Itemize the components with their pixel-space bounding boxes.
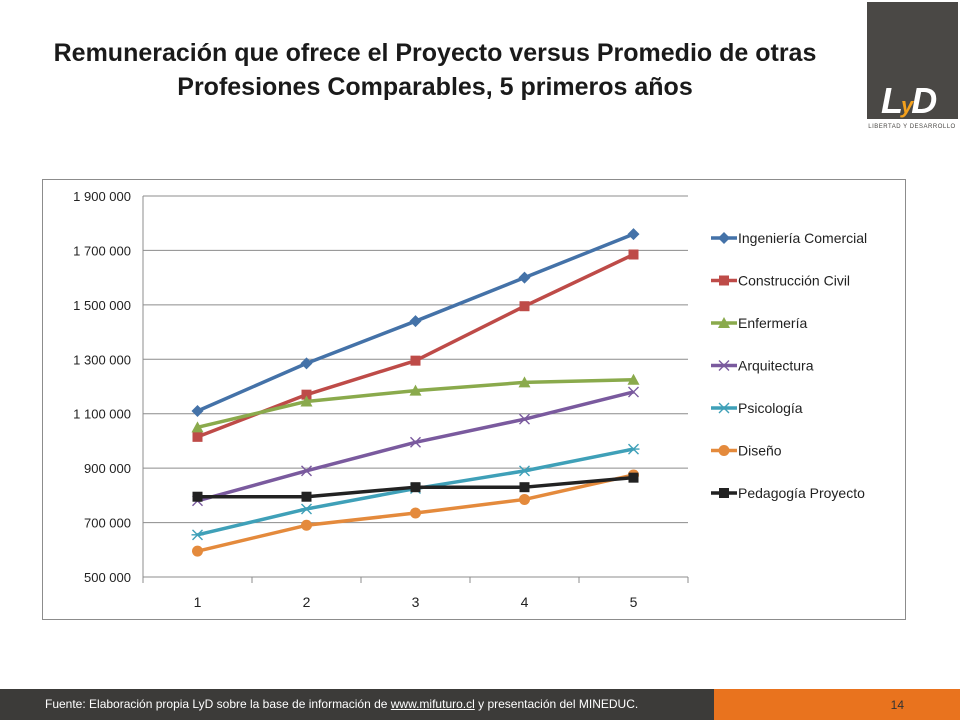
legend-marker <box>718 317 730 328</box>
legend-marker <box>719 488 729 498</box>
legend-marker <box>719 275 729 286</box>
source-link[interactable]: www.mifuturo.cl <box>390 697 475 711</box>
data-point-construccion-civil <box>192 431 203 442</box>
x-tick-label: 5 <box>630 594 638 610</box>
x-tick-label: 2 <box>303 594 311 610</box>
lyd-logo: LyD <box>867 2 958 121</box>
data-point-pedagogia-proyecto <box>628 472 639 483</box>
data-point-ingenieria-comercial <box>627 228 640 241</box>
x-tick-label: 1 <box>194 594 202 610</box>
data-point-construccion-civil <box>301 389 312 400</box>
legend-marker <box>718 402 730 414</box>
logo-mark: LyD <box>881 80 937 121</box>
data-point-ingenieria-comercial <box>409 315 422 328</box>
data-point-construccion-civil <box>628 249 639 260</box>
source-suffix: y presentación del MINEDUC. <box>474 697 639 711</box>
data-point-ingenieria-comercial <box>191 404 204 417</box>
y-tick-label: 1 100 000 <box>73 407 131 422</box>
y-tick-label: 900 000 <box>84 461 131 476</box>
y-tick-label: 700 000 <box>84 516 131 531</box>
data-point-arquitectura <box>628 386 639 398</box>
page-number-box: 14 <box>714 689 960 720</box>
data-point-psicologia <box>300 503 313 515</box>
data-point-psicologia <box>518 465 531 477</box>
data-point-enfermeria <box>191 421 204 433</box>
data-point-psicologia <box>191 529 204 541</box>
y-tick-label: 1 700 000 <box>73 243 131 258</box>
data-point-arquitectura <box>410 436 421 448</box>
y-tick-label: 1 900 000 <box>73 189 131 204</box>
data-point-construccion-civil <box>410 355 421 366</box>
legend-label: Psicología <box>738 400 803 416</box>
x-tick-label: 4 <box>521 594 529 610</box>
data-point-ingenieria-comercial <box>300 357 313 370</box>
data-point-diseno <box>519 493 530 505</box>
chart-frame: 500 000 700 000 900 000 1 100 000 1 300 000 1… <box>42 179 906 620</box>
data-point-diseno <box>410 507 421 519</box>
data-point-enfermeria <box>518 376 531 388</box>
data-point-pedagogia-proyecto <box>192 491 203 502</box>
y-tick-label: 1 300 000 <box>73 352 131 367</box>
title-line-2: Profesiones Comparables, 5 primeros años <box>177 73 693 101</box>
source-note: Fuente: Elaboración propia LyD sobre la … <box>45 697 638 711</box>
data-point-enfermeria <box>409 384 422 396</box>
logo-subtext: LIBERTAD Y DESARROLLO <box>868 124 956 130</box>
title-line-1: Remuneración que ofrece el Proyecto vers… <box>53 39 817 67</box>
data-point-construccion-civil <box>519 301 530 312</box>
data-point-diseno <box>192 545 203 557</box>
y-tick-label: 1 500 000 <box>73 298 131 313</box>
data-point-ingenieria-comercial <box>518 271 531 284</box>
data-point-enfermeria <box>627 373 640 385</box>
line-chart: 500 000 700 000 900 000 1 100 000 1 300 000 1… <box>73 189 867 610</box>
legend-marker <box>718 360 730 371</box>
legend-label: Ingeniería Comercial <box>738 230 867 246</box>
legend-label: Pedagogía Proyecto <box>738 485 865 501</box>
data-point-pedagogia-proyecto <box>301 491 312 502</box>
legend-label: Arquitectura <box>738 358 814 374</box>
legend-label: Enfermería <box>738 315 807 331</box>
data-point-diseno <box>301 519 312 531</box>
page-number: 14 <box>890 698 904 712</box>
data-point-arquitectura <box>519 413 530 425</box>
data-point-psicologia <box>627 443 640 455</box>
x-tick-label: 3 <box>412 594 420 610</box>
legend-marker <box>718 232 730 244</box>
y-tick-label: 500 000 <box>84 570 131 585</box>
page-title: Remuneración que ofrece el Proyecto vers… <box>20 36 850 104</box>
data-point-arquitectura <box>301 465 312 477</box>
source-prefix: Fuente: Elaboración propia LyD sobre la … <box>45 697 391 711</box>
legend-label: Diseño <box>738 443 782 459</box>
legend-label: Construcción Civil <box>738 273 850 289</box>
data-point-pedagogia-proyecto <box>519 482 530 493</box>
legend-marker <box>718 445 730 456</box>
data-point-enfermeria <box>300 395 313 407</box>
data-point-pedagogia-proyecto <box>410 482 421 493</box>
